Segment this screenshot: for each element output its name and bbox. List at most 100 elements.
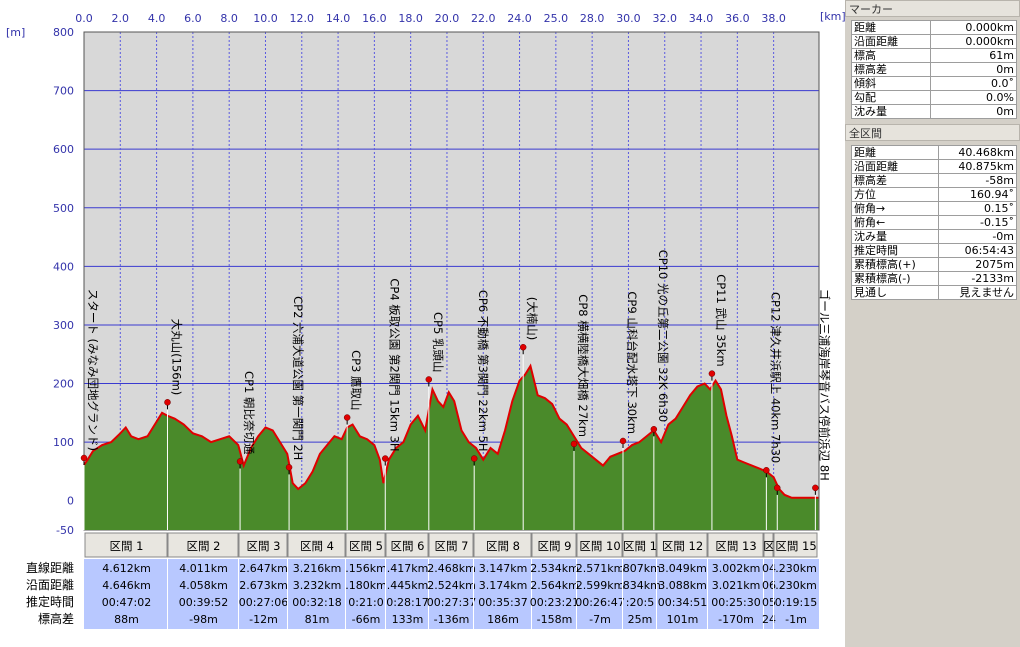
- segment-header-label: 区間 15: [775, 539, 816, 553]
- segment-cell-value: 133m: [392, 613, 424, 626]
- segment-cell-value: 00:34:51: [658, 596, 707, 609]
- segment-cell-value: 2.534km: [530, 562, 579, 575]
- marker-dot: [382, 455, 389, 462]
- segment-cell-value: 25m: [628, 613, 653, 626]
- segment-cell-value: 101m: [667, 613, 699, 626]
- segment-cell-value: 4.011km: [179, 562, 228, 575]
- x-tick-label: 32.0: [652, 12, 677, 25]
- marker-row-value: 0.000km: [929, 34, 1018, 49]
- segment-cell-value: 81m: [305, 613, 330, 626]
- marker-table: 距離 0.000km 沿面距離 0.000km 標高 61m 標高差 0m 傾斜 0.0˚ 勾配 0.…: [851, 20, 1018, 119]
- total-row-label: 沿面距離: [851, 159, 939, 174]
- marker-row-value: 0.0%: [929, 90, 1018, 105]
- total-row-value: 160.94˚: [937, 187, 1018, 202]
- marker-row-label: 標高: [851, 48, 931, 63]
- segment-cell-value: 3.088km: [658, 579, 707, 592]
- marker-row: 傾斜 0.0˚: [851, 76, 1018, 91]
- profile-fill: [84, 365, 819, 530]
- segment-cell-value: 3.002km: [712, 562, 761, 575]
- segment-cell-value: 00:39:52: [179, 596, 228, 609]
- segment-cell-value: 3.049km: [658, 562, 707, 575]
- total-row: 俯角← -0.15˚: [851, 215, 1018, 230]
- marker-row: 勾配 0.0%: [851, 90, 1018, 105]
- checkpoint-markers: スタート (みなみ団地グランド) 大丸山(156m) CP1 朝比奈切通 CP2 六浦…: [80, 250, 831, 530]
- marker-dot: [774, 484, 781, 492]
- info-panel: マーカー 距離 0.000km 沿面距離 0.000km 標高 61m 標高差 0m 傾斜 0.0…: [845, 0, 1020, 647]
- segment-cell-value: 00:27:37: [427, 596, 476, 609]
- marker-dot: [812, 484, 819, 492]
- x-tick-label: 34.0: [689, 12, 714, 25]
- marker-dot: [80, 454, 88, 462]
- segment-cell-value: .807km: [619, 562, 661, 575]
- x-tick-label: 14.0: [326, 12, 351, 25]
- marker-dot: [343, 414, 351, 421]
- segment-cell-value: .230km: [775, 579, 817, 592]
- segment-cell-value: 2.571km: [576, 562, 625, 575]
- segment-cell-value: 2.468km: [427, 562, 476, 575]
- segment-header-cell: [576, 532, 623, 558]
- segment-cell-value: 88m: [114, 613, 139, 626]
- segment-header-label: 区間 8: [486, 539, 520, 553]
- segment-cell-value: 3.147km: [479, 562, 528, 575]
- x-tick-label: 12.0: [290, 12, 315, 25]
- x-axis: 0.0 2.0 4.0 6.0 8.0 10.0 12.0 14.0 16.0 18.0 20.0 2…: [75, 12, 786, 25]
- segment-cell-value: -1m: [785, 613, 807, 626]
- segment-cell-value: 0:28:17: [386, 596, 428, 609]
- marker-dot: [164, 399, 171, 406]
- profile-line: [83, 363, 819, 499]
- elevation-chart[interactable]: 800 700 600 500 400 300 200 100 0 -50 0.0 2.0 4.0 6.…: [0, 0, 845, 647]
- marker-row: 標高差 0m: [851, 62, 1018, 77]
- segment-cell-value: -12m: [249, 613, 278, 626]
- marker-label: CP6 不動橋 第3関門 22km 5H: [476, 290, 490, 452]
- segment-cell-value: 00:23:21: [530, 596, 579, 609]
- segment-cell-value: .417km: [387, 562, 429, 575]
- x-tick-label: 36.0: [725, 12, 750, 25]
- total-row-value: 2075m: [937, 257, 1018, 272]
- marker-label: CP1 朝比奈切通: [242, 371, 256, 455]
- marker-row: 距離 0.000km: [851, 20, 1018, 35]
- segment-header-label: 区間 1: [110, 539, 144, 553]
- total-row-value: -0.15˚: [937, 215, 1018, 230]
- marker-row-label: 勾配: [851, 90, 931, 105]
- marker-row: 沿面距離 0.000km: [851, 34, 1018, 49]
- segment-cell-value: :20:5: [626, 596, 654, 609]
- segment-cell-value: 00:35:37: [478, 596, 527, 609]
- segment-header-label: 区間 1: [623, 539, 657, 553]
- x-tick-label: 20.0: [435, 12, 460, 25]
- y-unit-label: [m]: [6, 26, 25, 39]
- segment-cell-value: 3.021km: [712, 579, 761, 592]
- segment-cell-value: 0:19:15: [775, 596, 817, 609]
- y-tick-label: 500: [53, 202, 74, 215]
- segment-cell-value: 4.058km: [179, 579, 228, 592]
- x-unit-label: [km]: [820, 10, 845, 23]
- segment-header-label: 区間 12: [662, 539, 703, 553]
- marker-row: 標高 61m: [851, 48, 1018, 63]
- marker-dot: [470, 455, 478, 462]
- marker-label: (大楠山): [525, 297, 539, 340]
- marker-row-label: 沿面距離: [851, 34, 931, 49]
- segment-row-label: 沿面距離: [26, 578, 74, 592]
- y-tick-label: 600: [53, 143, 74, 156]
- segment-header-cell: [287, 532, 346, 558]
- marker-row-value: 0m: [929, 62, 1018, 77]
- segment-cell-value: 00:25:30: [711, 596, 760, 609]
- marker-label: CP8 横横陸橋大畑橋 27km: [576, 294, 590, 437]
- marker-label: スタート (みなみ団地グランド): [86, 289, 100, 451]
- segment-header-cell: [84, 532, 168, 558]
- marker-label: CP10 光の丘第二公園 32K 6h30: [656, 250, 670, 422]
- segment-cell-value: 00:26:47: [575, 596, 624, 609]
- segment-header-cell: [385, 532, 429, 558]
- x-tick-label: 0.0: [75, 12, 93, 25]
- segment-cell-value: 00:32:18: [292, 596, 341, 609]
- marker-row-value: 0m: [929, 104, 1018, 119]
- marker-dot: [619, 437, 627, 445]
- total-row-label: 沈み量: [851, 229, 939, 244]
- marker-dot: [519, 343, 527, 351]
- segment-header-label: 区間 3: [247, 539, 281, 553]
- marker-row-label: 標高差: [851, 62, 931, 77]
- x-tick-label: 18.0: [398, 12, 423, 25]
- total-row: 累積標高(-) -2133m: [851, 271, 1018, 286]
- total-row-label: 累積標高(-): [851, 271, 939, 286]
- segment-cell-value: 00:47:02: [102, 596, 151, 609]
- marker-label: CP2 六浦大道公園 第一関門 2H: [291, 296, 305, 460]
